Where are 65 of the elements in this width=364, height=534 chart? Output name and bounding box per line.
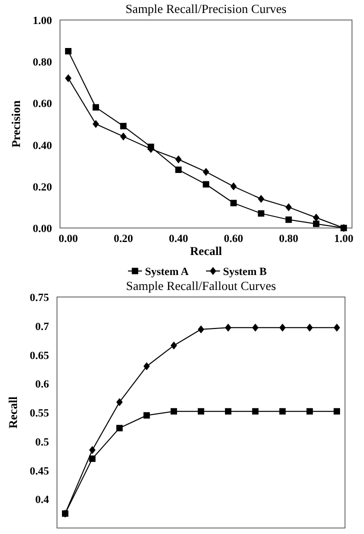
- point: [175, 166, 182, 173]
- y-tick-label: 0.75: [30, 292, 50, 304]
- y-tick-label: 0.7: [35, 320, 50, 333]
- y-tick-label: 0.80: [32, 56, 52, 69]
- point: [92, 120, 100, 128]
- point: [116, 398, 123, 406]
- point: [198, 408, 204, 415]
- legend-label: System A: [145, 266, 189, 278]
- chart-title: Sample Recall/Precision Curves: [125, 2, 287, 16]
- point: [334, 408, 340, 415]
- point: [143, 412, 150, 419]
- y-tick-label: 0.00: [32, 223, 52, 235]
- point: [334, 324, 340, 332]
- point: [92, 104, 100, 111]
- point: [312, 214, 320, 222]
- point: [65, 48, 72, 54]
- x-tick-label: 1.00: [334, 233, 354, 245]
- y-tick-label: 0.20: [32, 181, 52, 194]
- y-tick-label: 0.55: [30, 408, 50, 420]
- chart-title: Sample Recall/Fallout Curves: [126, 279, 276, 293]
- y-tick-label: 0.40: [32, 140, 52, 152]
- y-axis-title: Precision: [9, 100, 23, 148]
- point: [170, 408, 178, 415]
- point: [279, 408, 286, 415]
- y-tick-label: 0.60: [32, 98, 52, 110]
- point: [62, 510, 68, 517]
- point: [224, 324, 232, 332]
- y-tick-label: 1.00: [32, 15, 52, 27]
- y-tick-label: 0.6: [35, 378, 50, 391]
- point: [252, 408, 259, 415]
- point: [306, 324, 313, 332]
- y-axis-title: Recall: [6, 396, 20, 428]
- point: [202, 181, 210, 188]
- y-tick-label: 0.4: [35, 494, 50, 506]
- point: [285, 216, 292, 223]
- y-tick-label: 0.45: [30, 465, 50, 478]
- x-tick-label: 0.60: [224, 233, 244, 245]
- point: [285, 203, 292, 212]
- point: [65, 74, 72, 82]
- point: [224, 408, 232, 415]
- x-tick-label: 0.20: [114, 233, 134, 245]
- x-tick-label: 0.40: [168, 233, 189, 245]
- point: [258, 210, 264, 217]
- point: [202, 168, 210, 176]
- point: [89, 456, 96, 462]
- x-tick-label: 0.00: [58, 233, 78, 245]
- x-axis-title: Recall: [190, 244, 223, 258]
- point: [252, 324, 259, 332]
- point: [170, 342, 178, 350]
- point: [120, 122, 127, 130]
- y-tick-label: 0.5: [35, 436, 50, 448]
- point: [230, 182, 237, 190]
- x-tick-label: 0.80: [279, 233, 299, 245]
- point: [258, 194, 264, 203]
- point: [89, 446, 96, 454]
- point: [143, 362, 150, 370]
- point: [312, 220, 320, 228]
- point: [198, 325, 204, 334]
- legend-label: System B: [223, 266, 268, 278]
- y-tick-label: 0.65: [30, 350, 50, 362]
- point: [306, 408, 313, 415]
- point: [116, 424, 123, 432]
- point: [279, 324, 286, 332]
- point: [175, 155, 182, 164]
- point: [120, 132, 127, 140]
